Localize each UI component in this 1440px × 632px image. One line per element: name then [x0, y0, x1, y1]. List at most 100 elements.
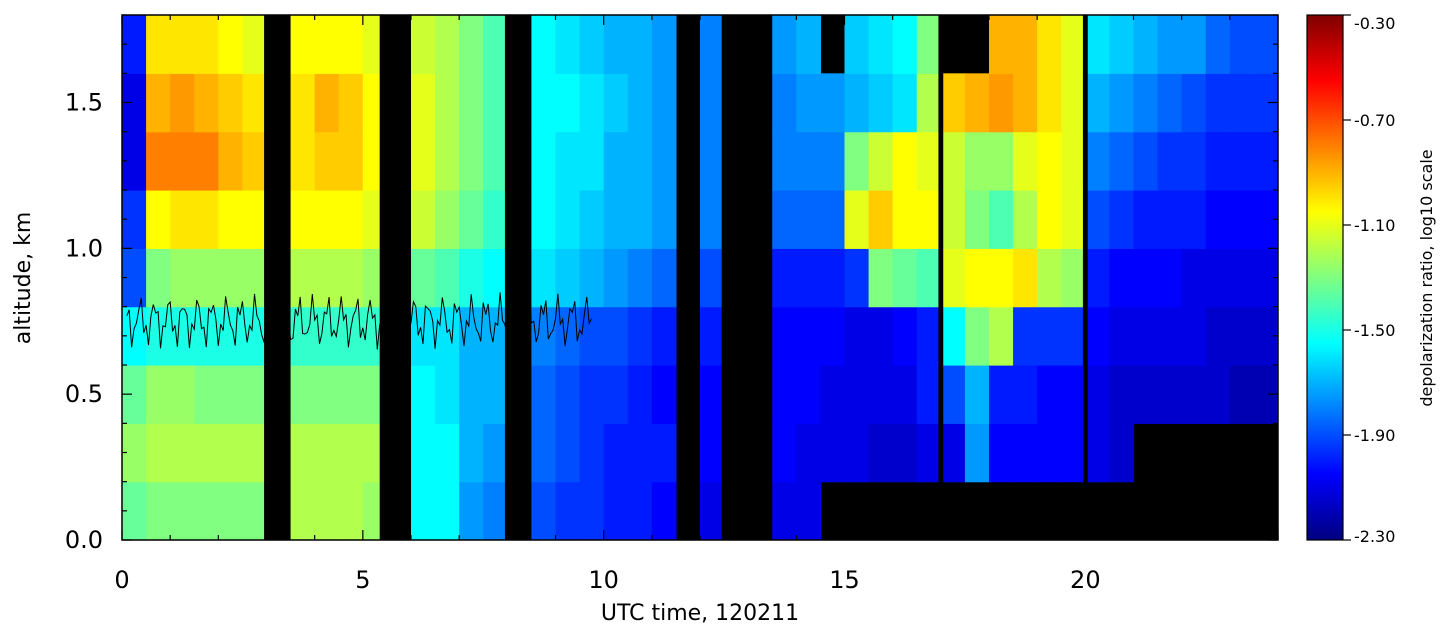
heatmap-cell — [1181, 15, 1207, 74]
heatmap-cell — [483, 73, 508, 133]
heatmap-cell — [435, 481, 460, 540]
heatmap-cell — [603, 190, 629, 249]
heatmap-cell — [170, 423, 195, 483]
heatmap-cell — [940, 131, 966, 191]
heatmap-cell — [796, 365, 822, 424]
heatmap-cell — [844, 131, 870, 191]
no-data-band — [938, 15, 944, 540]
heatmap-cell — [459, 365, 484, 424]
heatmap-cell — [651, 131, 677, 191]
heatmap-cell — [1037, 306, 1062, 366]
heatmap-cell — [820, 365, 846, 424]
heatmap-cell — [627, 15, 653, 74]
heatmap-cell — [844, 190, 870, 249]
heatmap-cell — [435, 131, 460, 191]
heatmap-cell — [555, 190, 581, 249]
heatmap-cell — [435, 15, 460, 74]
colorbar-ticks: -0.30 -0.70 -1.10 -1.50 -1.90 -2.30 — [1343, 14, 1395, 546]
heatmap-cell — [1133, 306, 1159, 366]
heatmap-cell — [483, 365, 508, 424]
heatmap-cell — [772, 190, 797, 249]
heatmap-cell — [290, 423, 316, 483]
y-axis-label: altitude, km — [11, 212, 36, 345]
heatmap-cell — [1133, 131, 1159, 191]
heatmap-cell — [170, 306, 195, 366]
heatmap-cell — [290, 365, 316, 424]
heatmap-cell — [651, 248, 677, 308]
heatmap-cell — [964, 248, 990, 308]
heatmap-cell — [194, 73, 219, 133]
heatmap-cell — [700, 190, 725, 249]
heatmap-cell — [459, 131, 484, 191]
heatmap-cell — [1085, 423, 1111, 483]
no-data-band — [721, 15, 741, 540]
no-data-bands — [264, 15, 1088, 540]
no-data-band — [264, 15, 272, 540]
heatmap-cell — [555, 15, 581, 74]
no-data-band — [678, 15, 688, 540]
colorbar-tick-label: -0.70 — [1354, 111, 1395, 130]
heatmap-cell — [290, 190, 316, 249]
heatmap-cell — [435, 423, 460, 483]
heatmap-cell — [1157, 15, 1183, 74]
heatmap-cell — [1085, 306, 1111, 366]
no-data-band — [504, 15, 510, 540]
heatmap-cell — [844, 248, 870, 308]
heatmap-cell — [1157, 365, 1183, 424]
heatmap-cell — [411, 131, 436, 191]
heatmap-cell — [868, 131, 894, 191]
heatmap-cell — [483, 15, 508, 74]
heatmap-cell — [1061, 73, 1086, 133]
heatmap-cell — [459, 73, 484, 133]
heatmap-cell — [242, 423, 268, 483]
heatmap-cell — [579, 248, 605, 308]
heatmap-cell — [411, 423, 436, 483]
heatmap-cell — [531, 190, 557, 249]
heatmap-cell — [314, 481, 340, 540]
heatmap-cell — [483, 481, 508, 540]
heatmap-cell — [1157, 190, 1183, 249]
heatmap-cell — [651, 73, 677, 133]
heatmap-cell — [483, 131, 508, 191]
heatmap-cell — [796, 15, 822, 74]
heatmap-cell — [989, 73, 1014, 133]
heatmap-cell — [1229, 73, 1255, 133]
heatmap-cell — [1133, 15, 1159, 74]
heatmap-cell — [940, 248, 966, 308]
y-axis: 0.0 0.5 1.0 1.5 — [65, 14, 1278, 554]
heatmap-cell — [796, 190, 822, 249]
heatmap-cell — [435, 365, 460, 424]
heatmap-cell — [796, 306, 822, 366]
heatmap-cell — [1133, 248, 1159, 308]
heatmap-cell — [989, 423, 1014, 483]
heatmap-cell — [1181, 248, 1207, 308]
heatmap-cell — [964, 306, 990, 366]
heatmap-cell — [627, 306, 653, 366]
heatmap-cell — [1181, 131, 1207, 191]
heatmap-cell — [314, 248, 340, 308]
heatmap-cell — [435, 190, 460, 249]
heatmap-cell — [411, 190, 436, 249]
heatmap-cell — [1085, 15, 1111, 74]
heatmap-cell — [603, 131, 629, 191]
heatmap-cell — [242, 73, 268, 133]
heatmap-cell — [989, 248, 1014, 308]
x-tick-label: 0 — [114, 566, 129, 594]
heatmap-cell — [1037, 423, 1062, 483]
heatmap-cell — [916, 73, 942, 133]
heatmap-cell — [314, 365, 340, 424]
heatmap-cell — [579, 131, 605, 191]
heatmap-cell — [820, 73, 846, 133]
no-data-band — [379, 15, 390, 540]
heatmap-cell — [194, 190, 219, 249]
heatmap-cell — [555, 73, 581, 133]
heatmap-cell — [242, 365, 268, 424]
heatmap-cell — [651, 423, 677, 483]
heatmap-cell — [844, 423, 870, 483]
heatmap-cell — [314, 15, 340, 74]
heatmap-cell — [1229, 131, 1255, 191]
heatmap-cell — [796, 481, 822, 540]
heatmap-cell — [1181, 306, 1207, 366]
heatmap-cell — [338, 248, 364, 308]
heatmap-cell — [892, 190, 918, 249]
